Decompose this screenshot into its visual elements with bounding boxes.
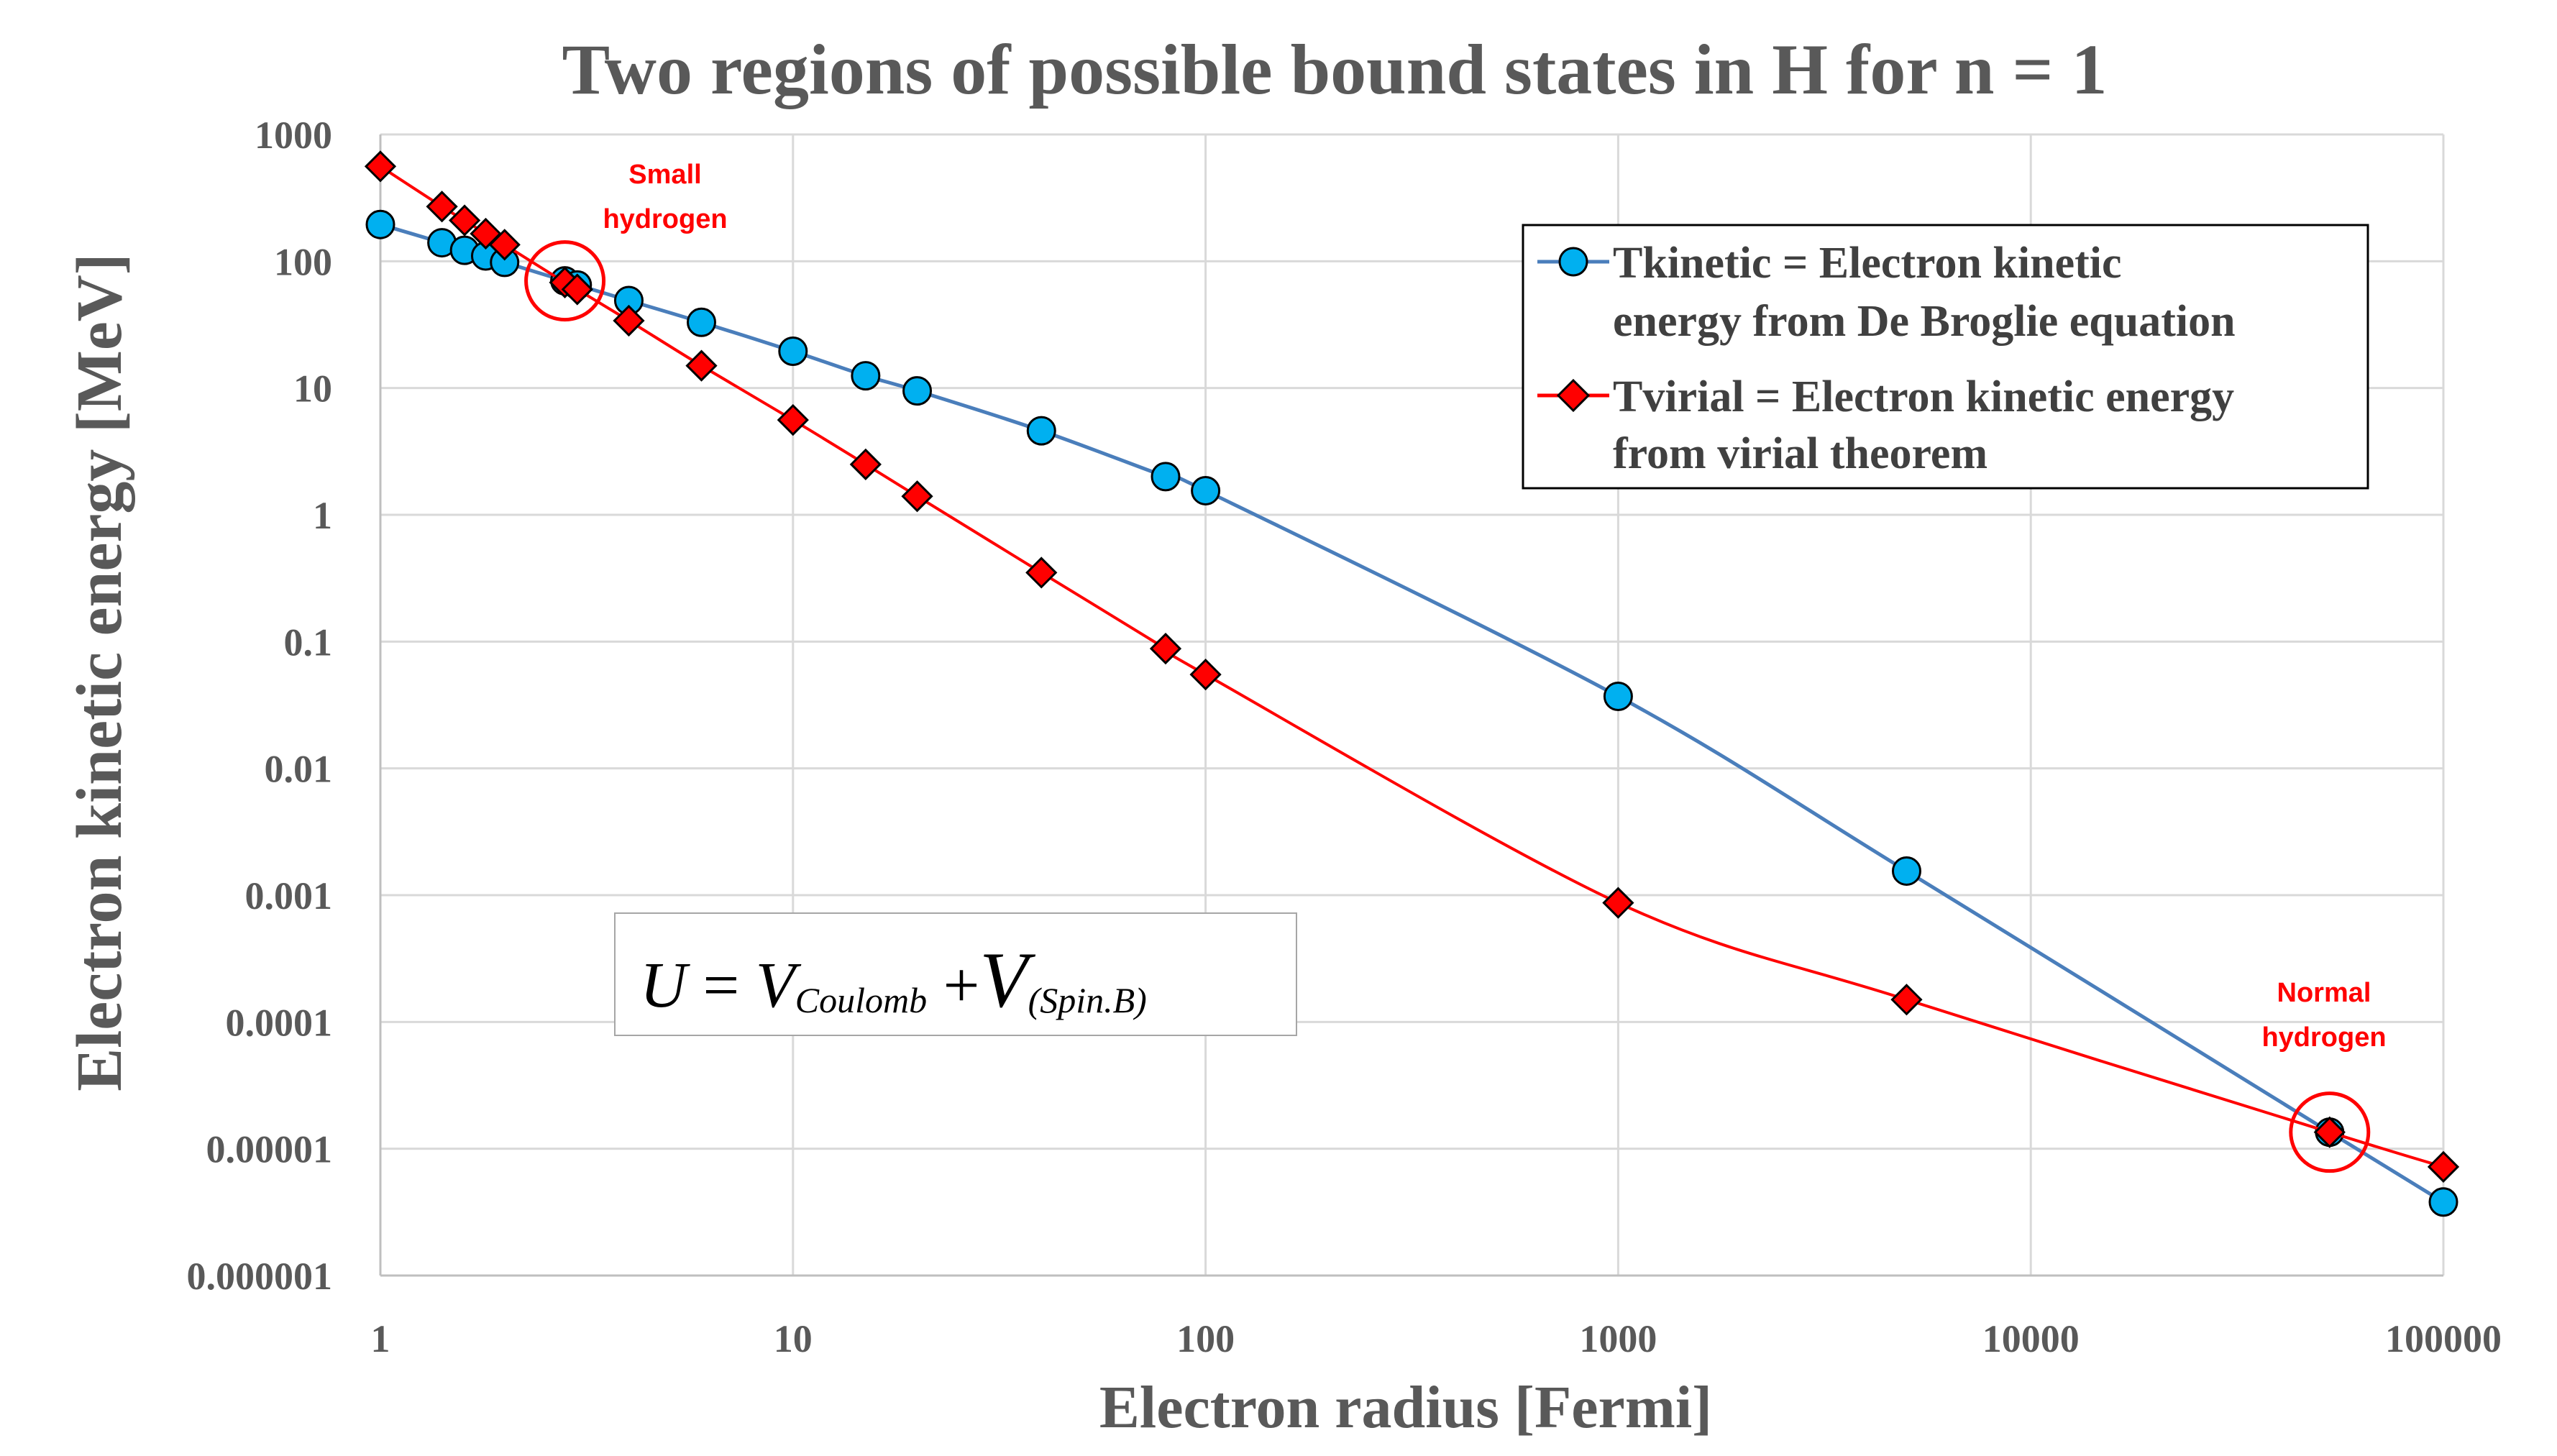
data-point-tvirial xyxy=(561,273,593,306)
legend-entry-tvirial: Tvirial = Electron kinetic energy from v… xyxy=(1537,372,2234,478)
data-point-tvirial xyxy=(1602,887,1634,919)
equation-box: U = VCoulomb +V(Spin.B) xyxy=(614,912,1297,1036)
y-tick-label: 0.001 xyxy=(245,874,333,917)
x-tick-label: 10000 xyxy=(1982,1317,2080,1360)
highlight-circle-normal xyxy=(2289,1091,2371,1173)
equation-v-coulomb: V xyxy=(756,950,802,1021)
data-point-tvirial xyxy=(613,304,645,337)
y-tick-label: 0.0001 xyxy=(226,1001,333,1044)
data-point-tkinetic xyxy=(365,209,395,239)
data-point-tvirial xyxy=(1890,984,1923,1016)
data-point-tvirial xyxy=(685,349,718,382)
data-point-tvirial xyxy=(1025,557,1058,589)
legend-marker-tvirial xyxy=(1556,378,1591,413)
annotations: Small hydrogen Normal hydrogen xyxy=(524,160,2387,1173)
data-point-tvirial xyxy=(1149,633,1182,665)
data-point-tkinetic xyxy=(1151,462,1181,492)
x-tick-label: 100000 xyxy=(2385,1317,2502,1360)
y-tick-label: 0.000001 xyxy=(187,1255,333,1298)
data-point-tvirial xyxy=(2313,1116,2346,1148)
x-tick-label: 100 xyxy=(1176,1317,1235,1360)
data-point-tkinetic xyxy=(687,307,717,337)
data-point-tvirial xyxy=(426,191,458,223)
data-point-tkinetic xyxy=(851,361,881,391)
data-point-tvirial xyxy=(777,403,809,436)
data-point-tvirial xyxy=(1189,658,1222,691)
data-point-tvirial xyxy=(2427,1150,2460,1183)
data-point-tkinetic xyxy=(778,336,808,367)
highlight-circle-small xyxy=(524,240,606,322)
data-point-tkinetic xyxy=(1191,475,1221,505)
x-tick-labels: 1 10 100 1000 10000 100000 xyxy=(371,1317,2502,1360)
legend-label-tkinetic-line1: Tkinetic = Electron kinetic xyxy=(1613,239,2122,288)
legend: Tkinetic = Electron kinetic energy from … xyxy=(1522,224,2369,490)
annotation-small-line1: Small xyxy=(628,160,701,190)
annotation-small-line2: hydrogen xyxy=(603,204,727,234)
data-point-tvirial xyxy=(449,204,481,237)
legend-label-tvirial-line1: Tvirial = Electron kinetic energy xyxy=(1613,372,2234,421)
data-point-tkinetic xyxy=(1026,416,1056,446)
x-tick-label: 10 xyxy=(774,1317,813,1360)
equation-sub-coulomb: Coulomb xyxy=(795,980,927,1020)
data-point-tvirial xyxy=(901,480,933,513)
data-point-tkinetic xyxy=(1891,856,1921,886)
annotation-normal-line2: hydrogen xyxy=(2261,1022,2386,1053)
chart-title: Two regions of possible bound states in … xyxy=(562,29,2107,109)
equation-u: U xyxy=(640,950,690,1021)
x-axis-label: Electron radius [Fermi] xyxy=(1099,1374,1712,1441)
data-point-tvirial xyxy=(849,448,882,480)
x-tick-label: 1000 xyxy=(1579,1317,1657,1360)
equation-equals: = xyxy=(687,950,756,1021)
equation-v-spin: V xyxy=(979,936,1035,1024)
y-tick-label: 1 xyxy=(313,494,332,537)
equation-sub-spin: (Spin.B) xyxy=(1028,980,1147,1020)
legend-marker-tkinetic xyxy=(1558,247,1588,277)
svg-text:U = VCoulomb +V(Spin.B): U = VCoulomb +V(Spin.B) xyxy=(640,936,1147,1024)
y-tick-label: 10 xyxy=(293,367,332,411)
data-point-tkinetic xyxy=(2428,1187,2458,1217)
data-point-tvirial xyxy=(364,150,397,183)
legend-entry-tkinetic: Tkinetic = Electron kinetic energy from … xyxy=(1537,239,2236,346)
y-tick-labels: 0.000001 0.00001 0.0001 0.001 0.01 0.1 1 10 100 1… xyxy=(187,114,333,1298)
y-tick-label: 0.00001 xyxy=(206,1128,333,1171)
data-point-tkinetic xyxy=(902,376,933,406)
legend-label-tvirial-line2: from virial theorem xyxy=(1613,429,1987,478)
legend-label-tkinetic-line2: energy from De Broglie equation xyxy=(1613,297,2236,346)
y-tick-label: 100 xyxy=(274,240,332,283)
y-tick-label: 0.01 xyxy=(265,748,333,791)
y-tick-label: 0.1 xyxy=(284,621,333,664)
series-tvirial xyxy=(364,150,2460,1183)
y-axis-label: Electron kinetic energy [MeV] xyxy=(64,253,135,1091)
data-point-tkinetic xyxy=(1603,681,1633,711)
series-layer xyxy=(364,150,2460,1217)
annotation-normal-line1: Normal xyxy=(2277,978,2371,1008)
x-tick-label: 1 xyxy=(371,1317,390,1360)
y-tick-label: 1000 xyxy=(255,114,332,157)
data-point-tvirial xyxy=(488,229,521,261)
axes xyxy=(379,134,2443,1277)
equation-plus: + xyxy=(927,950,979,1021)
